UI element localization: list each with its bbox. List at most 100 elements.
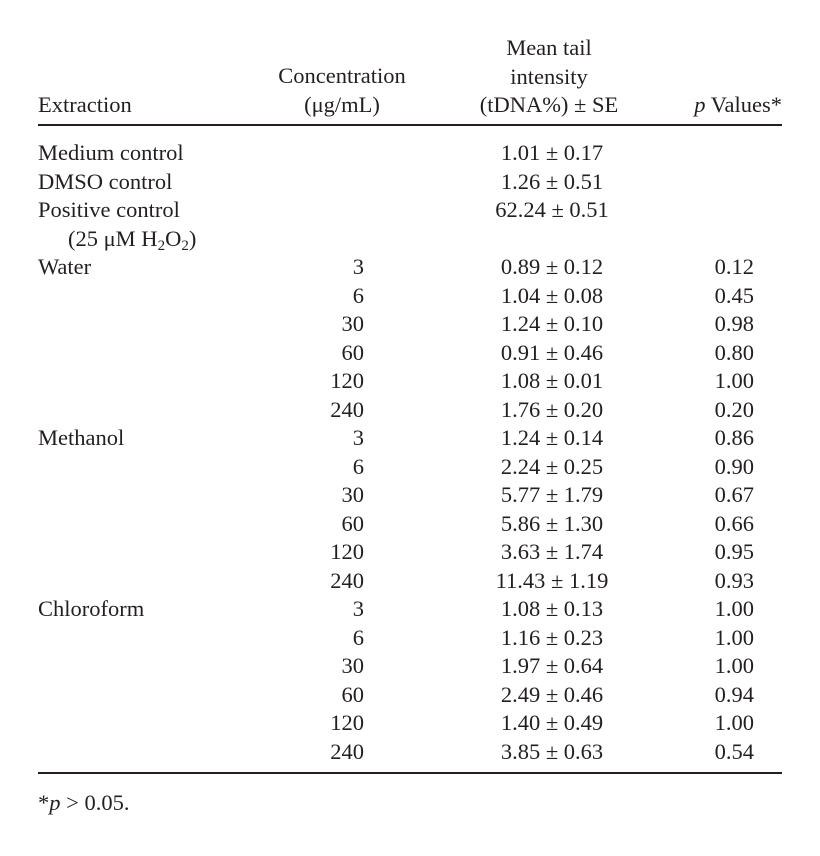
row-p-value: 1.00 [714, 368, 754, 393]
row-concentration: 240 [330, 396, 364, 422]
table-row: 6 1.04 ± 0.08 0.45 [0, 282, 820, 311]
row-label: DMSO control [38, 168, 173, 194]
table-row: Methanol 3 1.24 ± 0.14 0.86 [0, 424, 820, 453]
row-concentration: 120 [330, 710, 364, 735]
row-concentration: 3 [352, 425, 364, 450]
row-label: Medium control [38, 140, 184, 165]
table-row: 60 0.91 ± 0.46 0.80 [0, 339, 820, 368]
row-mean: 62.24 ± 0.51 [495, 197, 609, 222]
table-row: 240 1.76 ± 0.20 0.20 [0, 396, 820, 425]
header-extraction: Extraction [38, 91, 132, 120]
table-row: 60 2.49 ± 0.46 0.94 [0, 681, 820, 710]
header-rule [38, 124, 782, 126]
row-mean: 3.63 ± 1.74 [500, 539, 604, 564]
row-mean: 1.40 ± 0.49 [500, 710, 604, 735]
row-p-value: 0.98 [714, 311, 754, 336]
row-mean: 1.04 ± 0.08 [500, 282, 604, 308]
footnote-p-italic: p [49, 790, 61, 815]
row-mean: 1.24 ± 0.14 [500, 425, 604, 450]
row-concentration: 240 [330, 567, 364, 593]
row-mean: 1.24 ± 0.10 [500, 311, 604, 336]
detail-sub2: 2 [181, 237, 189, 254]
row-mean: 11.43 ± 1.19 [495, 567, 609, 593]
positive-control-detail: (25 μM H2O2) [68, 225, 196, 254]
row-p-value: 1.00 [714, 596, 754, 621]
row-p-value: 0.95 [714, 539, 754, 564]
row-mean: 1.26 ± 0.51 [500, 168, 604, 194]
row-p-value: 1.00 [714, 624, 754, 650]
row-mean: 1.76 ± 0.20 [500, 396, 604, 422]
row-concentration: 6 [352, 282, 364, 308]
table-row: 240 3.85 ± 0.63 0.54 [0, 738, 820, 767]
row-concentration: 30 [341, 311, 365, 336]
table-row: Water 3 0.89 ± 0.12 0.12 [0, 253, 820, 282]
detail-suffix: ) [188, 225, 197, 251]
header-concentration-line1: Concentration [278, 63, 406, 88]
bottom-rule [38, 772, 782, 774]
row-mean: 1.08 ± 0.13 [500, 596, 604, 621]
row-concentration: 3 [352, 254, 364, 279]
row-mean: 5.77 ± 1.79 [500, 482, 604, 507]
row-concentration: 120 [330, 539, 364, 564]
row-concentration: 60 [341, 681, 365, 707]
table-row: Chloroform 3 1.08 ± 0.13 1.00 [0, 595, 820, 624]
table-row: 6 2.24 ± 0.25 0.90 [0, 453, 820, 482]
row-mean: 3.85 ± 0.63 [500, 738, 604, 764]
table-row-continuation: (25 μM H2O2) [0, 225, 820, 254]
row-concentration: 6 [352, 624, 364, 650]
table-row: 30 1.97 ± 0.64 1.00 [0, 652, 820, 681]
row-concentration: 3 [352, 596, 364, 621]
row-label: Water [38, 254, 92, 279]
detail-mid: O [165, 225, 182, 251]
row-mean: 0.89 ± 0.12 [500, 254, 604, 279]
table-body: Medium control 1.01 ± 0.17 DMSO control … [0, 139, 820, 766]
row-concentration: 60 [341, 510, 365, 536]
row-p-value: 0.20 [714, 396, 754, 422]
row-label: Chloroform [38, 596, 145, 621]
header-concentration-line2: (μg/mL) [304, 91, 380, 117]
row-p-value: 0.93 [714, 567, 754, 593]
row-mean: 1.97 ± 0.64 [500, 653, 604, 678]
row-p-value: 0.54 [714, 738, 754, 764]
row-p-value: 0.66 [714, 510, 754, 536]
table-row: DMSO control 1.26 ± 0.51 [0, 168, 820, 197]
row-concentration: 30 [341, 482, 365, 507]
row-p-value: 0.90 [714, 453, 754, 479]
detail-prefix: (25 μM H [68, 225, 158, 251]
header-extraction-label: Extraction [38, 92, 132, 117]
footnote-star: * [38, 790, 50, 815]
row-mean: 1.08 ± 0.01 [500, 368, 604, 393]
row-mean: 0.91 ± 0.46 [500, 339, 604, 365]
row-mean: 1.01 ± 0.17 [500, 140, 604, 165]
table-row: 120 1.08 ± 0.01 1.00 [0, 367, 820, 396]
header-p-rest: Values* [705, 92, 782, 117]
row-p-value: 0.94 [714, 681, 754, 707]
row-concentration: 30 [341, 653, 365, 678]
row-label: Methanol [38, 425, 125, 450]
row-label: Positive control [38, 197, 180, 222]
row-concentration: 6 [352, 453, 364, 479]
table-row: 6 1.16 ± 0.23 1.00 [0, 624, 820, 653]
row-mean: 2.49 ± 0.46 [500, 681, 604, 707]
header-mean-tail-intensity: Mean tail intensity (tDNA%) ± SE [456, 34, 642, 120]
table-row: 120 1.40 ± 0.49 1.00 [0, 709, 820, 738]
row-concentration: 240 [330, 738, 364, 764]
row-p-value: 0.45 [714, 282, 754, 308]
table-row: 30 1.24 ± 0.10 0.98 [0, 310, 820, 339]
header-tail-line1: Mean tail [506, 35, 592, 60]
row-p-value: 0.67 [714, 482, 754, 507]
footnote-rest: > 0.05. [60, 790, 130, 815]
table-row: 240 11.43 ± 1.19 0.93 [0, 567, 820, 596]
row-concentration: 120 [330, 368, 364, 393]
header-p-italic: p [694, 92, 706, 117]
table-row: 30 5.77 ± 1.79 0.67 [0, 481, 820, 510]
table-row: Positive control 62.24 ± 0.51 [0, 196, 820, 225]
table-row: Medium control 1.01 ± 0.17 [0, 139, 820, 168]
table-row: 120 3.63 ± 1.74 0.95 [0, 538, 820, 567]
row-p-value: 0.80 [714, 339, 754, 365]
header-p-values: p Values* [694, 91, 782, 120]
row-mean: 2.24 ± 0.25 [500, 453, 604, 479]
table-row: 60 5.86 ± 1.30 0.66 [0, 510, 820, 539]
header-concentration: Concentration (μg/mL) [258, 62, 426, 119]
